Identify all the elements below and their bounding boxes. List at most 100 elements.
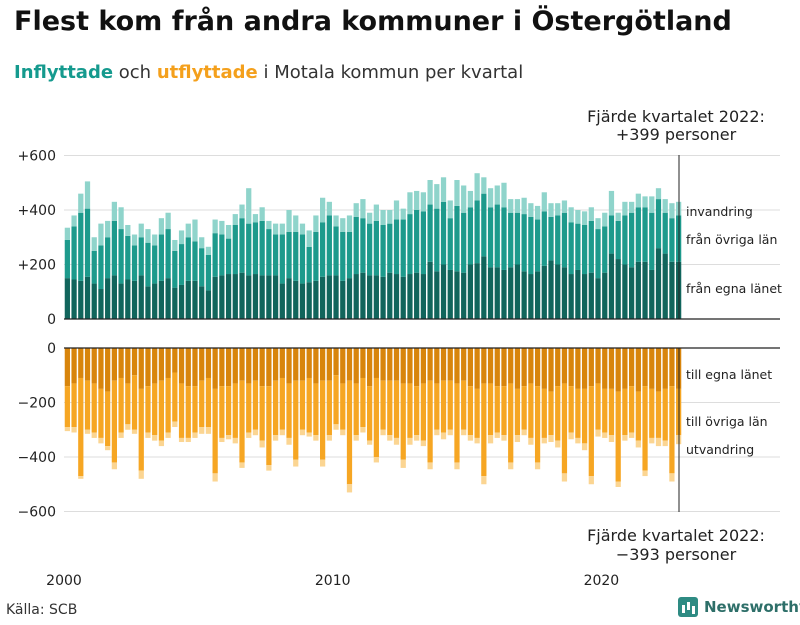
bar-in-ovriga <box>131 245 138 281</box>
bar-in-egna <box>568 274 574 319</box>
bar-out-utvandring <box>514 435 521 443</box>
bar-out-egna <box>333 348 339 376</box>
bar-in-ovriga <box>178 244 185 285</box>
bar-in-egna <box>440 264 447 319</box>
y-tick-label-bottom: −200 <box>18 396 56 412</box>
y-tick-label-bottom: −600 <box>18 505 56 521</box>
subtitle-inflyttade: Inflyttade <box>14 62 114 83</box>
bar-out-utvandring <box>158 440 165 447</box>
bar-out-ovriga <box>152 383 158 436</box>
subtitle-utflyttade: utflyttade <box>156 62 258 83</box>
bar-out-egna <box>373 348 379 378</box>
bar-in-ovriga <box>608 215 615 254</box>
bar-in-invandring <box>555 203 561 216</box>
bar-in-ovriga <box>622 215 628 265</box>
bar-in-invandring <box>138 223 144 238</box>
bar-in-egna <box>588 272 594 320</box>
bar-out-ovriga <box>286 383 292 438</box>
bar-in-invandring <box>152 234 158 246</box>
bar-out-egna <box>192 348 198 387</box>
bar-in-egna <box>105 278 111 320</box>
bar-in-invandring <box>649 196 655 213</box>
bar-in-invandring <box>373 204 379 221</box>
bar-out-utvandring <box>259 440 265 448</box>
bar-out-egna <box>588 348 594 387</box>
bar-out-egna <box>326 348 332 381</box>
bar-in-invandring <box>655 188 662 200</box>
newsworthy-logo-text: Newsworthy <box>704 598 800 616</box>
bar-in-ovriga <box>521 214 527 272</box>
bar-in-egna <box>78 280 84 319</box>
bar-out-utvandring <box>387 435 393 441</box>
bar-in-egna <box>427 261 433 319</box>
bar-in-egna <box>118 283 124 319</box>
bar-out-ovriga <box>212 388 218 474</box>
bar-in-egna <box>212 276 218 319</box>
bar-out-ovriga <box>541 388 547 438</box>
bar-out-ovriga <box>118 377 124 433</box>
bar-in-ovriga <box>225 238 232 275</box>
bar-out-utvandring <box>212 473 218 482</box>
bar-in-invandring <box>320 197 326 223</box>
bar-out-egna <box>158 348 165 381</box>
bar-out-utvandring <box>78 476 84 479</box>
bar-in-invandring <box>145 229 151 243</box>
bar-in-invandring <box>293 215 299 232</box>
outflows-bars <box>64 348 682 493</box>
bar-in-ovriga <box>501 207 507 270</box>
bar-out-egna <box>508 348 514 384</box>
bar-in-egna <box>514 264 521 319</box>
bar-out-egna <box>340 348 346 384</box>
bar-in-invandring <box>420 192 426 212</box>
bar-out-ovriga <box>111 380 117 463</box>
bar-in-invandring <box>548 203 554 217</box>
bar-out-utvandring <box>669 473 675 482</box>
bar-out-egna <box>440 348 447 381</box>
bar-out-ovriga <box>199 380 205 428</box>
bar-in-invandring <box>575 210 581 224</box>
bar-out-ovriga <box>279 377 285 430</box>
bar-in-ovriga <box>581 224 588 275</box>
bar-in-ovriga <box>380 224 386 277</box>
bar-in-ovriga <box>246 223 252 276</box>
bar-out-utvandring <box>588 476 594 485</box>
bar-out-ovriga <box>655 391 662 438</box>
bar-out-utvandring <box>461 429 467 436</box>
bar-in-egna <box>528 274 534 319</box>
bar-in-ovriga <box>353 216 359 275</box>
bar-out-utvandring <box>467 435 474 441</box>
series-label-in: från egna länet <box>686 281 782 296</box>
bar-out-egna <box>185 348 191 387</box>
bar-in-invandring <box>98 223 104 246</box>
bar-in-invandring <box>454 180 460 206</box>
bar-out-ovriga <box>454 383 460 463</box>
bar-in-egna <box>608 253 615 319</box>
bar-out-utvandring <box>125 424 131 430</box>
bar-in-ovriga <box>434 208 440 272</box>
bar-out-ovriga <box>313 383 319 436</box>
bar-out-egna <box>232 348 238 384</box>
bar-out-utvandring <box>655 437 662 447</box>
bar-in-invandring <box>178 230 185 245</box>
bar-in-invandring <box>501 182 507 208</box>
bar-in-ovriga <box>232 224 238 275</box>
bar-out-egna <box>514 348 521 389</box>
newsworthy-logo[interactable]: Newsworthy <box>678 597 800 617</box>
bar-out-ovriga <box>595 383 601 430</box>
bar-out-ovriga <box>434 383 440 430</box>
bar-out-utvandring <box>414 435 420 441</box>
bar-in-invandring <box>514 199 521 213</box>
bar-out-utvandring <box>575 437 581 444</box>
bar-in-egna <box>172 287 178 319</box>
bar-out-ovriga <box>259 386 265 441</box>
bar-in-egna <box>548 260 554 319</box>
bar-out-egna <box>105 348 111 392</box>
bar-in-invandring <box>461 185 467 213</box>
chart-subtitle: Inflyttade och utflyttade i Motala kommu… <box>14 62 523 83</box>
bar-out-egna <box>78 348 84 378</box>
bar-out-ovriga <box>642 386 648 471</box>
bar-in-egna <box>353 274 359 319</box>
bar-out-ovriga <box>622 388 628 436</box>
bar-in-egna <box>393 274 400 319</box>
